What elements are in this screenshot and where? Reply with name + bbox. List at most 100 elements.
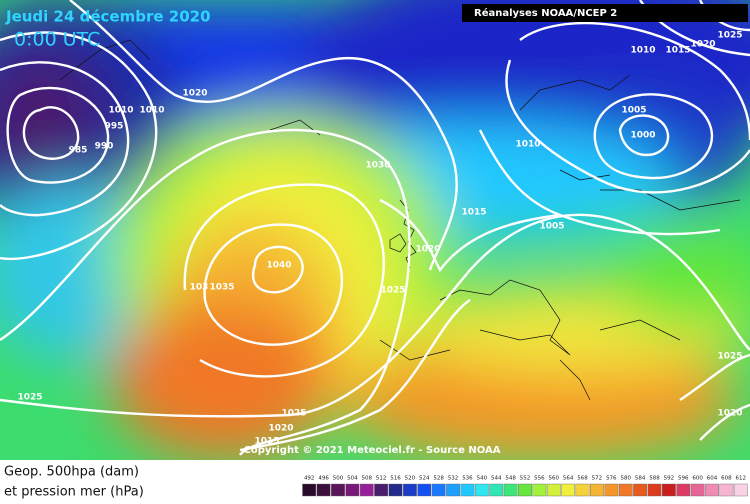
legend-swatch [575,483,590,497]
legend-value: 596 [678,476,689,482]
legend-swatch [374,483,389,497]
copyright: Copyright © 2021 Meteociel.fr - Source N… [244,445,501,456]
legend-swatch [460,483,475,497]
legend-swatch [590,483,604,497]
isobar-label: 1030 [365,161,390,171]
isobar-label: 1035 [209,283,234,293]
legend-swatch [345,483,360,497]
isobar-label: 1010 [108,106,133,116]
source-box [462,4,748,22]
isobar-label: 1025 [17,393,42,403]
time: 0:00 UTC [14,29,100,51]
legend-value: 516 [390,476,401,482]
legend-value: 564 [563,476,574,482]
source: Réanalyses NOAA/NCEP 2 [474,7,617,19]
legend-value: 568 [577,476,588,482]
legend-subtitle: et pression mer (hPa) [4,485,144,500]
legend-swatch [503,483,518,497]
legend-value: 496 [318,476,329,482]
isobar-label: 1000 [630,131,655,141]
isobar-label: 990 [95,142,114,152]
isobar-label: 1020 [415,245,440,255]
isobar-labels: 1020 1010 1010 995 990 985 1030 1040 103 1035 1025… [17,31,742,447]
legend-swatch [388,483,403,497]
isobar-label: 1020 [690,40,715,50]
legend-swatch [518,483,532,497]
legend-swatch [302,483,317,497]
isobar-label: 1005 [621,106,646,116]
isobar-label: 1020 [182,89,207,99]
legend-value: 588 [649,476,660,482]
isobar-label: 1005 [539,222,564,232]
legend-swatch [417,483,432,497]
legend-swatch [489,483,504,497]
legend-value: 556 [534,476,545,482]
legend-swatch [705,483,719,497]
legend-swatch [359,483,374,497]
legend-swatch [561,483,576,497]
legend-swatch [446,483,460,497]
legend-value: 576 [606,476,617,482]
legend-swatch [532,483,547,497]
legend-value: 528 [433,476,444,482]
legend-swatch [604,483,619,497]
legend-swatch [719,483,734,497]
isobar-label: 1015 [461,208,486,218]
legend-swatch [647,483,662,497]
legend-value: 600 [692,476,703,482]
legend-swatch [331,483,345,497]
legend-swatch [661,483,676,497]
legend-title: Geop. 500hpa (dam) [4,465,139,480]
legend-swatch [690,483,705,497]
legend-value: 524 [419,476,430,482]
isobar-label: 1010 [630,46,655,56]
legend-value: 536 [462,476,473,482]
legend-value: 580 [620,476,631,482]
isobar-label: 1010 [139,106,164,116]
legend-value: 608 [721,476,732,482]
isobar-label: 1010 [515,140,540,150]
legend-value: 612 [736,476,747,482]
legend-value: 532 [448,476,459,482]
legend-value: 560 [549,476,560,482]
legend-value: 492 [304,476,315,482]
legend-value: 592 [664,476,675,482]
legend-swatch [633,483,647,497]
field: 1020 1010 1010 995 990 985 1030 1040 103 1035 1025… [0,0,750,460]
legend-swatch [431,483,446,497]
isobar-label: 1025 [380,286,405,296]
legend-value: 584 [635,476,646,482]
isobars [0,0,750,456]
date: Jeudi 24 décembre 2020 [5,8,211,26]
isobar-label: 1020 [268,424,293,434]
isobar-label: 1025 [717,31,742,41]
isobar-label: 1020 [717,409,742,419]
legend-value: 504 [347,476,358,482]
legend-value: 508 [361,476,372,482]
isobar-label: 103 [190,283,209,293]
legend-swatch [474,483,489,497]
coastline [59,39,741,401]
color-legend: 492 496 500 504 508 512 516 520 524 528 532 536 540 5… [302,476,748,497]
legend-swatch [316,483,331,497]
legend-value: 552 [520,476,531,482]
isobar-label: 1025 [281,409,306,419]
isobar-label: 985 [69,146,88,156]
legend-value: 572 [592,476,603,482]
legend-value: 512 [376,476,387,482]
legend-value: 548 [505,476,516,482]
legend-swatch [403,483,417,497]
legend-swatch [618,483,633,497]
isobar-label: 1015 [254,437,279,447]
legend-value: 604 [707,476,718,482]
legend-swatch [733,483,748,497]
isobar-label: 1025 [717,352,742,362]
isobar-label: 1015 [665,46,690,56]
legend-swatch [676,483,691,497]
legend-value: 544 [491,476,502,482]
legend-value: 520 [405,476,416,482]
isobar-label: 1040 [266,261,291,271]
legend-value: 540 [477,476,488,482]
